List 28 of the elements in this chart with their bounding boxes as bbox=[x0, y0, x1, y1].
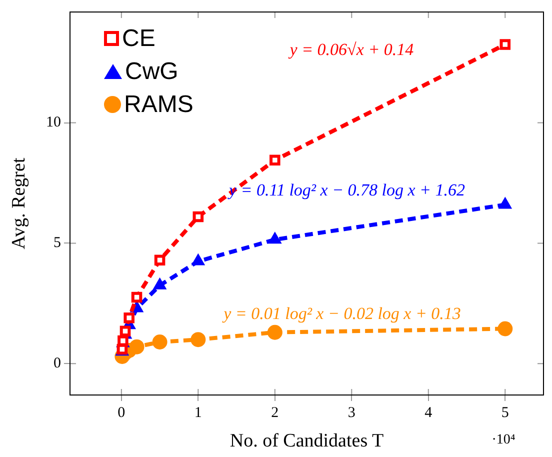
x-tick-label: 2 bbox=[271, 404, 279, 421]
point bbox=[154, 254, 166, 266]
x-tick-label: 5 bbox=[501, 404, 509, 421]
point bbox=[498, 321, 513, 336]
y-tick-label: 5 bbox=[54, 235, 61, 252]
point bbox=[190, 332, 206, 348]
point bbox=[124, 312, 134, 324]
point bbox=[270, 154, 280, 166]
y-tick-label: 0 bbox=[54, 356, 61, 372]
point bbox=[129, 339, 144, 354]
point bbox=[500, 39, 511, 50]
point bbox=[131, 292, 142, 303]
x-tick-label: 0 bbox=[118, 404, 126, 421]
point bbox=[152, 334, 168, 350]
x-tick-label: 1 bbox=[194, 404, 202, 421]
legend-label: RAMS bbox=[124, 90, 194, 120]
point bbox=[192, 211, 204, 222]
legend-label: CwG bbox=[125, 57, 178, 87]
x-tick-label: 4 bbox=[424, 404, 433, 421]
x-axis-title: No. of Candidates T bbox=[230, 430, 384, 452]
point bbox=[267, 324, 282, 340]
legend-label: CE bbox=[122, 24, 156, 54]
text: ·10⁴ bbox=[492, 432, 516, 448]
annotation: y = 0.01 log² x − 0.02 log x + 0.13 bbox=[222, 304, 461, 324]
y-tick-label: 10 bbox=[46, 114, 61, 131]
x-tick-label: 3 bbox=[348, 404, 356, 421]
y-axis-title: Avg. Regret bbox=[8, 157, 30, 250]
annotation: y = 0.06√x + 0.14 bbox=[288, 40, 414, 59]
